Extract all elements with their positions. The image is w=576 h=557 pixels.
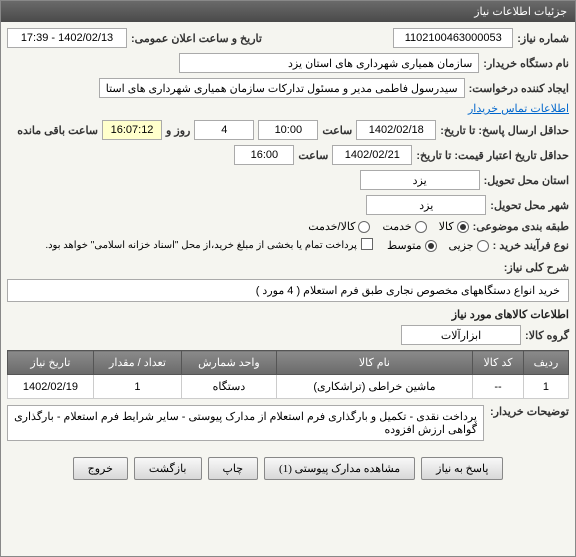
row-deadline: حداقل ارسال پاسخ: تا تاریخ: 1402/02/18 س… [7,120,569,140]
process-label: نوع فرآیند خرید : [493,239,569,252]
remaining-time-field: 16:07:12 [102,120,162,140]
buyer-notes-label: توضیحات خریدار: [490,405,569,418]
attachments-button[interactable]: مشاهده مدارک پیوستی (1) [264,457,415,480]
main-window: جزئیات اطلاعات نیاز شماره نیاز: 11021004… [0,0,576,557]
content-area: شماره نیاز: 1102100463000053 تاریخ و ساع… [1,22,575,492]
city-field: یزد [366,195,486,215]
announce-field: 1402/02/13 - 17:39 [7,28,127,48]
validity-date-field: 1402/02/21 [332,145,412,165]
location-field: یزد [360,170,480,190]
td-unit: دستگاه [182,375,277,399]
deadline-label: حداقل ارسال پاسخ: تا تاریخ: [440,124,569,137]
table-row: 1 -- ماشین خراطی (تراشکاری) دستگاه 1 140… [8,375,569,399]
row-general-desc: شرح کلی نیاز: [7,261,569,274]
category-label: طبقه بندی موضوعی: [473,220,569,233]
need-number-field: 1102100463000053 [393,28,513,48]
row-goods-group: گروه کالا: ابزارآلات [7,325,569,345]
day-label: روز و [166,124,190,137]
row-requester: ایجاد کننده درخواست: سیدرسول فاطمی مدیر … [7,78,569,115]
print-button[interactable]: چاپ [208,457,259,480]
contact-link[interactable]: اطلاعات تماس خریدار [468,102,569,115]
radio-service[interactable]: خدمت [382,220,426,233]
location-label: استان محل تحویل: [484,174,569,187]
radio-partial[interactable]: جزیی [449,239,489,252]
radio-partial-label: جزیی [449,239,474,252]
radio-goods-icon [457,221,469,233]
td-code: -- [473,375,524,399]
button-bar: پاسخ به نیاز مشاهده مدارک پیوستی (1) چاپ… [7,451,569,486]
requester-label: ایجاد کننده درخواست: [469,82,569,95]
radio-service-label: خدمت [382,220,411,233]
td-qty: 1 [93,375,181,399]
deadline-date-field: 1402/02/18 [356,120,436,140]
th-row: ردیف [523,351,568,375]
time-label-2: ساعت [298,149,328,162]
radio-medium-label: متوسط [387,239,422,252]
back-button[interactable]: بازگشت [134,457,202,480]
goods-table: ردیف کد کالا نام کالا واحد شمارش تعداد /… [7,350,569,399]
requester-field: سیدرسول فاطمی مدیر و مسئول تدارکات سازما… [99,78,465,98]
payment-note: پرداخت تمام یا بخشی از مبلغ خرید،از محل … [45,240,357,251]
buyer-org-label: نام دستگاه خریدار: [483,57,569,70]
th-date: تاریخ نیاز [8,351,94,375]
group-field: ابزارآلات [401,325,521,345]
announce-label: تاریخ و ساعت اعلان عمومی: [131,32,262,45]
row-need-number: شماره نیاز: 1102100463000053 تاریخ و ساع… [7,28,569,48]
category-radio-group: کالا خدمت کالا/خدمت [308,220,468,233]
need-number-label: شماره نیاز: [517,32,569,45]
remaining-label: ساعت باقی مانده [17,124,98,137]
payment-checkbox[interactable] [361,238,373,250]
row-location: استان محل تحویل: یزد [7,170,569,190]
radio-partial-icon [477,240,489,252]
radio-medium[interactable]: متوسط [387,239,437,252]
row-validity: حداقل تاریخ اعتبار قیمت: تا تاریخ: 1402/… [7,145,569,165]
respond-button[interactable]: پاسخ به نیاز [421,457,503,480]
td-row: 1 [523,375,568,399]
deadline-time-field: 10:00 [258,120,318,140]
row-city: شهر محل تحویل: یزد [7,195,569,215]
radio-service-icon [415,221,427,233]
th-unit: واحد شمارش [182,351,277,375]
title-bar: جزئیات اطلاعات نیاز [1,1,575,22]
validity-label: حداقل تاریخ اعتبار قیمت: تا تاریخ: [416,149,569,162]
city-label: شهر محل تحویل: [490,199,569,212]
days-left-field: 4 [194,120,254,140]
radio-goods[interactable]: کالا [439,220,469,233]
time-label-1: ساعت [322,124,352,137]
general-desc-label: شرح کلی نیاز: [504,261,569,274]
validity-time-field: 16:00 [234,145,294,165]
th-qty: تعداد / مقدار [93,351,181,375]
buyer-notes-box: پرداخت نقدی - تکمیل و بارگذاری فرم استعل… [7,405,484,441]
process-radio-group: جزیی متوسط [387,239,489,252]
table-header-row: ردیف کد کالا نام کالا واحد شمارش تعداد /… [8,351,569,375]
radio-goods-service[interactable]: کالا/خدمت [308,220,370,233]
th-name: نام کالا [276,351,472,375]
td-name: ماشین خراطی (تراشکاری) [276,375,472,399]
row-buyer-org: نام دستگاه خریدار: سازمان همیاری شهرداری… [7,53,569,73]
row-process: نوع فرآیند خرید : جزیی متوسط پرداخت تمام… [7,238,569,253]
window-title: جزئیات اطلاعات نیاز [474,6,567,18]
radio-medium-icon [425,240,437,252]
goods-section-header: اطلاعات کالاهای مورد نیاز [7,308,569,321]
exit-button[interactable]: خروج [73,457,128,480]
td-date: 1402/02/19 [8,375,94,399]
radio-goods-service-label: کالا/خدمت [308,220,355,233]
buyer-org-field: سازمان همیاری شهرداری های استان یزد [179,53,479,73]
group-label: گروه کالا: [525,329,569,342]
th-code: کد کالا [473,351,524,375]
general-desc-box: خرید انواع دستگاههای مخصوص نجاری طبق فرم… [7,279,569,302]
radio-goods-service-icon [358,221,370,233]
radio-goods-label: کالا [439,220,454,233]
buyer-notes-row: توضیحات خریدار: پرداخت نقدی - تکمیل و با… [7,405,569,441]
row-category: طبقه بندی موضوعی: کالا خدمت کالا/خدمت [7,220,569,233]
